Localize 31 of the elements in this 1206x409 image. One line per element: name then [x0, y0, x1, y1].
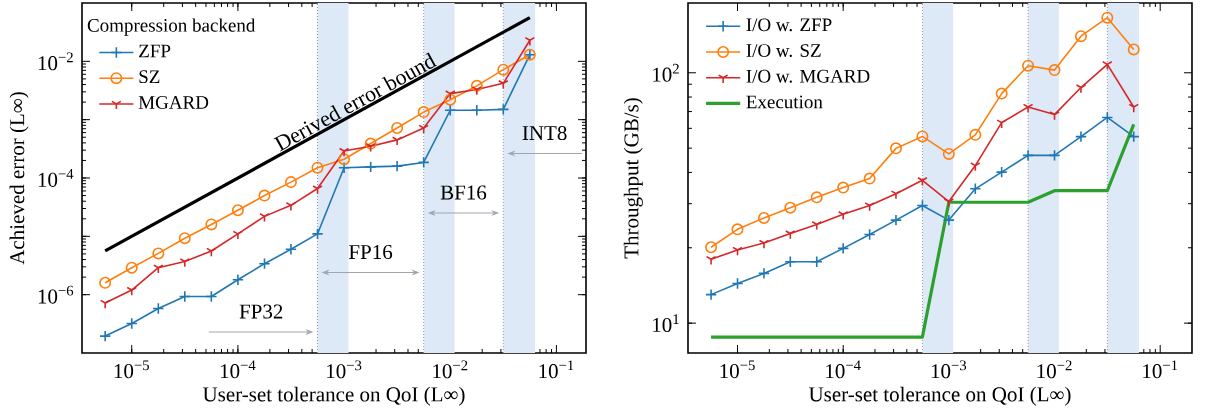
- y-tick-label: 10$^{2}$: [653, 63, 679, 82]
- x-axis-title: User-set tolerance on QoI (L∞): [202, 386, 465, 406]
- x-tick-label: 10$^{−1}$: [539, 360, 574, 379]
- legend-title: Compression backend: [87, 18, 256, 36]
- x-tick-label: 10$^{−4}$: [826, 360, 861, 379]
- y-axis-title: Achieved error (L∞): [9, 92, 29, 265]
- x-tick-label: 10$^{−3}$: [931, 360, 967, 379]
- legend-label: ZFP: [139, 44, 171, 58]
- x-tick-label: 10$^{−2}$: [433, 360, 468, 379]
- x-tick-label: 10$^{−2}$: [1037, 360, 1072, 379]
- annotation: FP32: [239, 304, 283, 319]
- legend-label: SZ: [139, 70, 160, 84]
- y-tick-label: 10$^{−2}$: [38, 52, 73, 71]
- legend-label: I/O w. SZ: [746, 44, 821, 57]
- annotation: BF16: [440, 185, 487, 200]
- x-tick-label: 10$^{−1}$: [1143, 360, 1178, 379]
- legend-label: I/O w. ZFP: [746, 18, 832, 32]
- legend-label: MGARD: [138, 96, 209, 109]
- x-axis-title: User-set tolerance on QoI (L∞): [808, 386, 1071, 406]
- x-tick-label: 10$^{−5}$: [114, 360, 149, 379]
- y-tick-label: 10$^{−6}$: [38, 285, 74, 304]
- y-tick-label: 10$^{1}$: [653, 314, 679, 333]
- legend-label: Execution: [746, 95, 823, 109]
- legend-label: I/O w. MGARD: [746, 69, 870, 83]
- annotation: FP16: [349, 245, 393, 260]
- x-tick-label: 10$^{−5}$: [720, 360, 755, 379]
- x-tick-label: 10$^{−4}$: [220, 360, 256, 379]
- y-tick-label: 10$^{−4}$: [38, 169, 74, 187]
- annotation: INT8: [522, 125, 567, 141]
- y-axis-title: Throughput (GB/s): [623, 98, 643, 259]
- x-tick-label: 10$^{−3}$: [327, 360, 362, 379]
